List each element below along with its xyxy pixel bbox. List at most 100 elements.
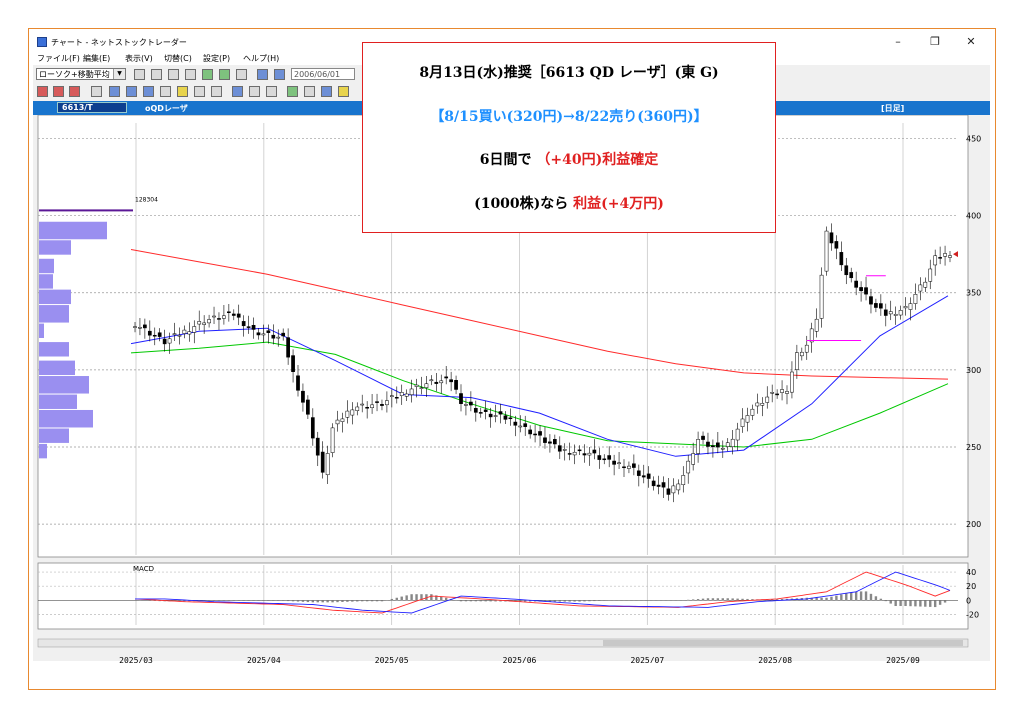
candle-body xyxy=(913,294,918,304)
candle-icon[interactable] xyxy=(194,86,205,97)
macd-histogram-bar xyxy=(415,594,418,601)
menu-settings[interactable]: 設定(P) xyxy=(203,54,231,63)
macd-histogram-bar xyxy=(430,594,433,601)
candle-body xyxy=(795,352,799,370)
indicator-icon[interactable] xyxy=(37,86,48,97)
macd-histogram-bar xyxy=(845,593,848,601)
macd-histogram-bar xyxy=(405,595,408,601)
indicator-icon[interactable] xyxy=(91,86,102,97)
menu-switch[interactable]: 切替(C) xyxy=(164,54,192,63)
macd-histogram-bar xyxy=(267,600,270,601)
warning-icon[interactable] xyxy=(177,86,188,97)
chevron-down-icon[interactable]: ▼ xyxy=(113,69,125,79)
macd-histogram-bar xyxy=(326,600,329,603)
macd-histogram-bar xyxy=(222,600,226,601)
marker-icon[interactable] xyxy=(338,86,349,97)
pointer-icon[interactable] xyxy=(304,86,315,97)
x-tick-label: 2025/07 xyxy=(630,656,664,663)
candle-body xyxy=(320,451,325,473)
candle-body xyxy=(770,392,775,394)
minimize-button[interactable]: – xyxy=(895,35,901,48)
macd-histogram-bar xyxy=(716,598,720,601)
macd-histogram-bar xyxy=(489,600,492,602)
candle-body xyxy=(133,326,137,328)
chart-tool-icon[interactable] xyxy=(168,69,179,80)
candle-body xyxy=(523,423,528,427)
candle-body xyxy=(632,463,636,468)
macd-histogram-bar xyxy=(262,600,265,601)
indicator-icon[interactable] xyxy=(69,86,80,97)
eraser-icon[interactable] xyxy=(321,86,332,97)
chart-tool-icon[interactable] xyxy=(219,69,230,80)
candle-body xyxy=(306,399,310,415)
candle-body xyxy=(271,334,276,339)
candle-body xyxy=(587,452,592,456)
close-button[interactable]: ✕ xyxy=(966,35,976,48)
macd-histogram-bar xyxy=(909,600,912,607)
candle-body xyxy=(878,303,883,309)
menu-file[interactable]: ファイル(F) xyxy=(37,54,80,63)
macd-histogram-bar xyxy=(711,598,715,601)
log-icon[interactable] xyxy=(160,86,171,97)
menu-view[interactable]: 表示(V) xyxy=(125,54,153,63)
moving-average-line xyxy=(130,249,949,380)
binoculars-icon[interactable] xyxy=(257,69,268,80)
macd-histogram-bar xyxy=(499,600,502,602)
candle-body xyxy=(725,442,730,447)
maximize-button[interactable]: ❐ xyxy=(930,35,940,48)
x-tick-label: 2025/09 xyxy=(886,656,920,663)
candle-body xyxy=(799,351,804,357)
volume-profile-bar xyxy=(39,342,69,357)
chart-tool-icon[interactable] xyxy=(202,69,213,80)
macd-histogram-bar xyxy=(237,600,240,601)
candle-body xyxy=(434,381,439,384)
chart-tool-icon[interactable] xyxy=(151,69,162,80)
macd-histogram-bar xyxy=(247,600,250,601)
candle-body xyxy=(394,397,399,399)
macd-histogram-bar xyxy=(257,600,260,601)
macd-histogram-bar xyxy=(558,600,561,602)
candle-body xyxy=(162,338,167,345)
macd-histogram-bar xyxy=(227,600,231,601)
candle-body xyxy=(503,415,508,420)
macd-histogram-bar xyxy=(889,600,892,604)
bb-icon[interactable] xyxy=(126,86,137,97)
pen-icon[interactable] xyxy=(287,86,298,97)
candle-body xyxy=(513,421,518,426)
candle-body xyxy=(281,332,286,337)
volume-profile-bar xyxy=(39,323,44,338)
candle-body xyxy=(355,406,360,411)
candle-body xyxy=(399,392,404,396)
macd-histogram-bar xyxy=(884,600,887,602)
date-input[interactable]: 2006/06/01 xyxy=(291,68,355,80)
macd-histogram-bar xyxy=(770,599,774,601)
ma-icon[interactable] xyxy=(109,86,120,97)
menu-help[interactable]: ヘルプ(H) xyxy=(243,54,280,63)
macd-histogram-bar xyxy=(553,600,557,602)
chart-type-select[interactable]: ローソク+移動平均 ▼ xyxy=(36,68,126,80)
chart-tool-icon[interactable] xyxy=(134,69,145,80)
indicator-icon[interactable] xyxy=(53,86,64,97)
menu-edit[interactable]: 編集(E) xyxy=(83,54,111,63)
zoom-icon[interactable] xyxy=(232,86,243,97)
candle-body xyxy=(483,409,488,412)
macd-histogram-bar xyxy=(810,597,813,601)
calendar-icon[interactable] xyxy=(274,69,285,80)
macd-line xyxy=(134,571,951,614)
candle-body xyxy=(849,272,854,279)
macd-histogram-bar xyxy=(440,596,443,601)
me-icon[interactable] xyxy=(143,86,154,97)
macd-histogram-bar xyxy=(301,600,305,602)
chart-tool-icon[interactable] xyxy=(236,69,247,80)
candle-body xyxy=(147,330,152,336)
candle-body xyxy=(814,318,819,332)
candle-icon[interactable] xyxy=(211,86,222,97)
chart-tool-icon[interactable] xyxy=(185,69,196,80)
candle-body xyxy=(834,241,839,249)
crosshair-icon[interactable] xyxy=(249,86,260,97)
candle-body xyxy=(469,401,473,406)
candle-body xyxy=(365,407,370,409)
target-icon[interactable] xyxy=(266,86,277,97)
macd-histogram-bar xyxy=(691,599,695,601)
macd-histogram-bar xyxy=(316,600,319,603)
